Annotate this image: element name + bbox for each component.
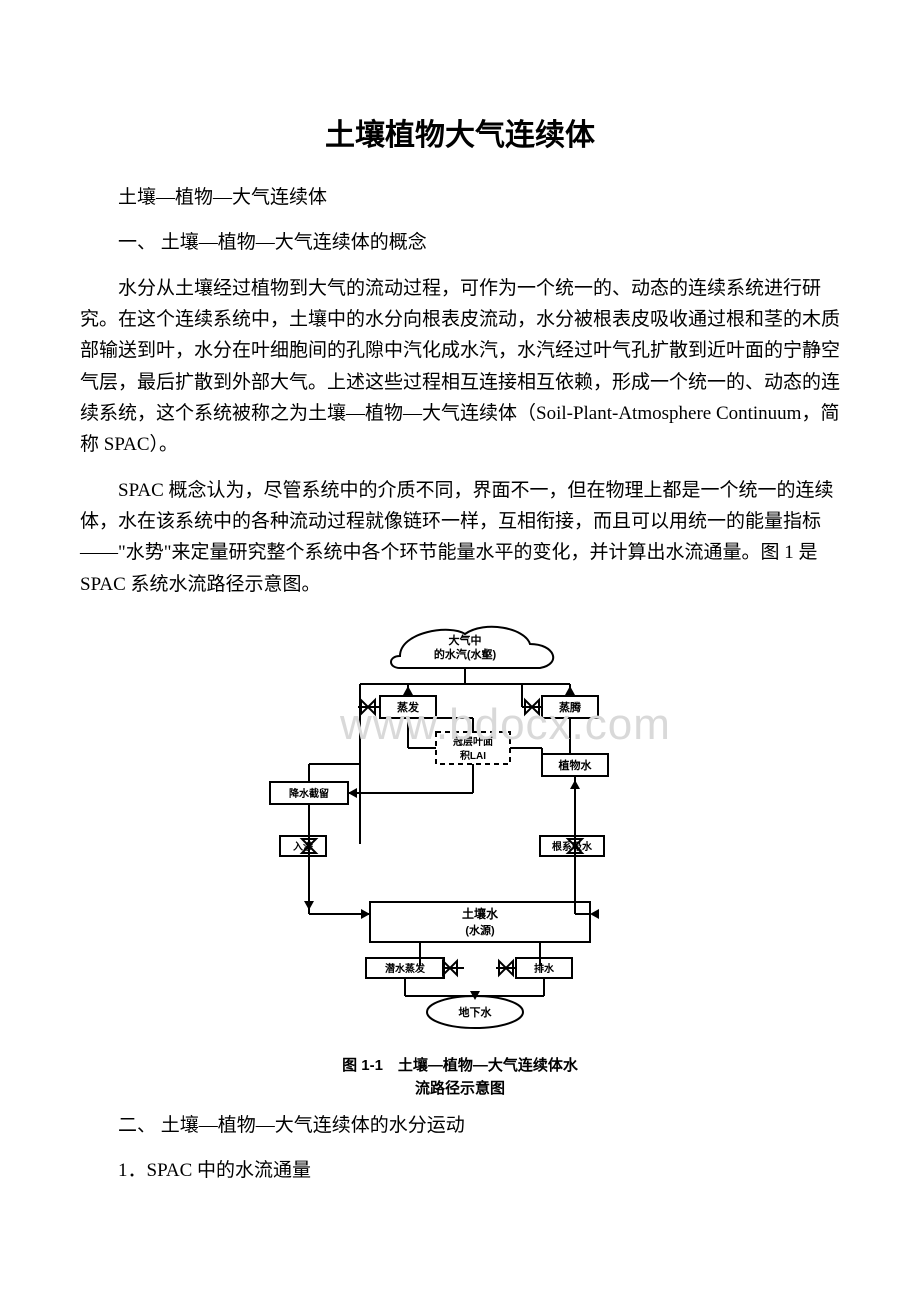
- svg-text:的水汽(水壑): 的水汽(水壑): [434, 647, 497, 661]
- section2-item1: 1．SPAC 中的水流通量: [80, 1155, 840, 1186]
- svg-text:土壤水: 土壤水: [462, 906, 499, 921]
- svg-text:降水截留: 降水截留: [289, 787, 329, 800]
- svg-text:(水源): (水源): [465, 923, 495, 937]
- paragraph-2: SPAC 概念认为，尽管系统中的介质不同，界面不一，但在物理上都是一个统一的连续…: [80, 475, 840, 600]
- svg-text:入渗: 入渗: [293, 840, 314, 853]
- svg-text:蒸腾: 蒸腾: [559, 700, 582, 714]
- page-title: 土壤植物大气连续体: [80, 110, 840, 154]
- spac-flow-svg: 大气中的水汽(水壑) 蒸发 蒸腾冠层叶面积LAI 植物水降水截留入渗 根系吸水土壤水 (水…: [250, 614, 670, 1044]
- svg-text:地下水: 地下水: [459, 1005, 493, 1019]
- svg-text:潜水蒸发: 潜水蒸发: [385, 962, 426, 975]
- svg-text:冠层叶面: 冠层叶面: [453, 735, 493, 748]
- section1-heading: 一、 土壤—植物—大气连续体的概念: [80, 227, 840, 258]
- svg-text:植物水: 植物水: [558, 758, 593, 772]
- svg-text:排水: 排水: [534, 962, 555, 975]
- svg-text:根系吸水: 根系吸水: [552, 840, 593, 853]
- figure-spac-diagram: 大气中的水汽(水壑) 蒸发 蒸腾冠层叶面积LAI 植物水降水截留入渗 根系吸水土壤水 (水…: [80, 614, 840, 1049]
- caption-line2: 流路径示意图: [415, 1080, 505, 1097]
- svg-text:蒸发: 蒸发: [397, 700, 420, 714]
- subtitle: 土壤—植物—大气连续体: [80, 182, 840, 213]
- paragraph-1: 水分从土壤经过植物到大气的流动过程，可作为一个统一的、动态的连续系统进行研究。在…: [80, 273, 840, 461]
- figure-caption: 图 1-1 土壤—植物—大气连续体水 流路径示意图: [80, 1055, 840, 1100]
- svg-text:积LAI: 积LAI: [460, 749, 486, 762]
- svg-text:大气中: 大气中: [449, 633, 482, 647]
- section2-heading: 二、 土壤—植物—大气连续体的水分运动: [80, 1110, 840, 1141]
- caption-line1: 图 1-1 土壤—植物—大气连续体水: [342, 1057, 578, 1074]
